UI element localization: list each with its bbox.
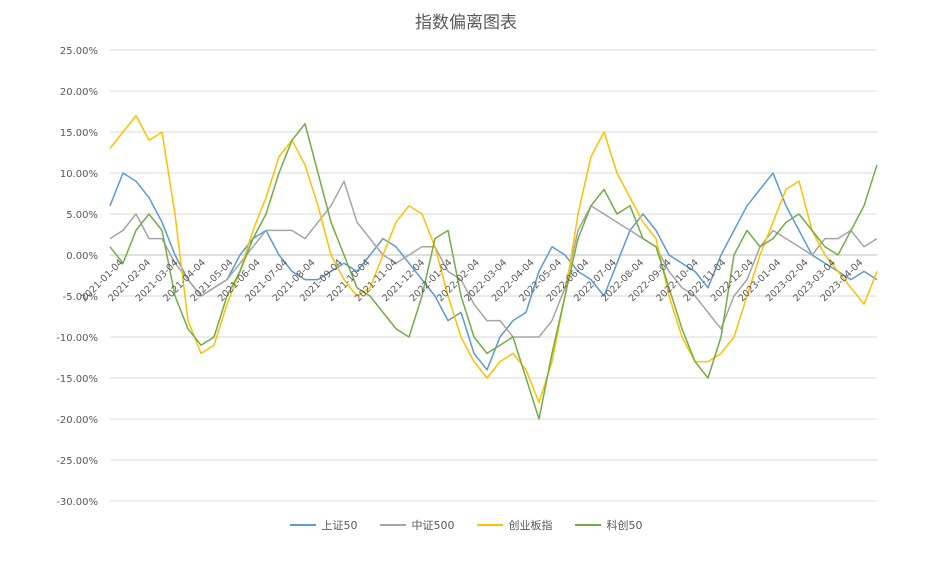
y-tick-label: -30.00%: [56, 497, 98, 508]
y-tick-label: 5.00%: [66, 210, 98, 221]
legend-swatch: [289, 524, 316, 526]
legend-item: 上证50: [289, 517, 358, 533]
legend-label: 创业板指: [508, 519, 553, 532]
y-axis-ticks: 25.00% 20.00% 15.00% 10.00% 5.00% 0.00% -5.00%…: [56, 46, 98, 508]
y-tick-label: 10.00%: [60, 169, 98, 180]
legend-swatch: [379, 524, 406, 526]
y-tick-label: -10.00%: [56, 333, 98, 344]
y-tick-label: 15.00%: [60, 128, 98, 139]
legend-swatch: [574, 524, 601, 526]
y-tick-label: 25.00%: [60, 46, 98, 57]
y-tick-label: -5.00%: [63, 292, 98, 303]
legend-item: 中证500: [379, 517, 455, 533]
legend-label: 上证50: [321, 519, 358, 532]
legend-label: 中证500: [411, 519, 455, 532]
series-line: [109, 172, 878, 371]
gridlines: [110, 49, 877, 502]
y-tick-label: 20.00%: [60, 87, 98, 98]
legend: 上证50 中证500 创业板指 科创50: [0, 517, 932, 533]
chart-title: 指数偏离图表: [415, 13, 517, 33]
legend-item: 科创50: [574, 517, 643, 533]
legend-label: 科创50: [606, 519, 643, 532]
y-tick-label: -15.00%: [56, 374, 98, 385]
plot-area: 25.00% 20.00% 15.00% 10.00% 5.00% 0.00% -5.00%…: [56, 46, 878, 508]
legend-item: 创业板指: [476, 517, 553, 533]
series-line: [109, 180, 878, 338]
y-tick-label: -20.00%: [56, 415, 98, 426]
x-axis-ticks: 2021-01-042021-02-042021-03-042021-04-04…: [79, 257, 865, 304]
series-line: [109, 123, 878, 420]
series-lines: [109, 114, 878, 420]
y-tick-label: -25.00%: [56, 456, 98, 467]
y-tick-label: 0.00%: [66, 251, 98, 262]
legend-swatch: [476, 524, 503, 526]
